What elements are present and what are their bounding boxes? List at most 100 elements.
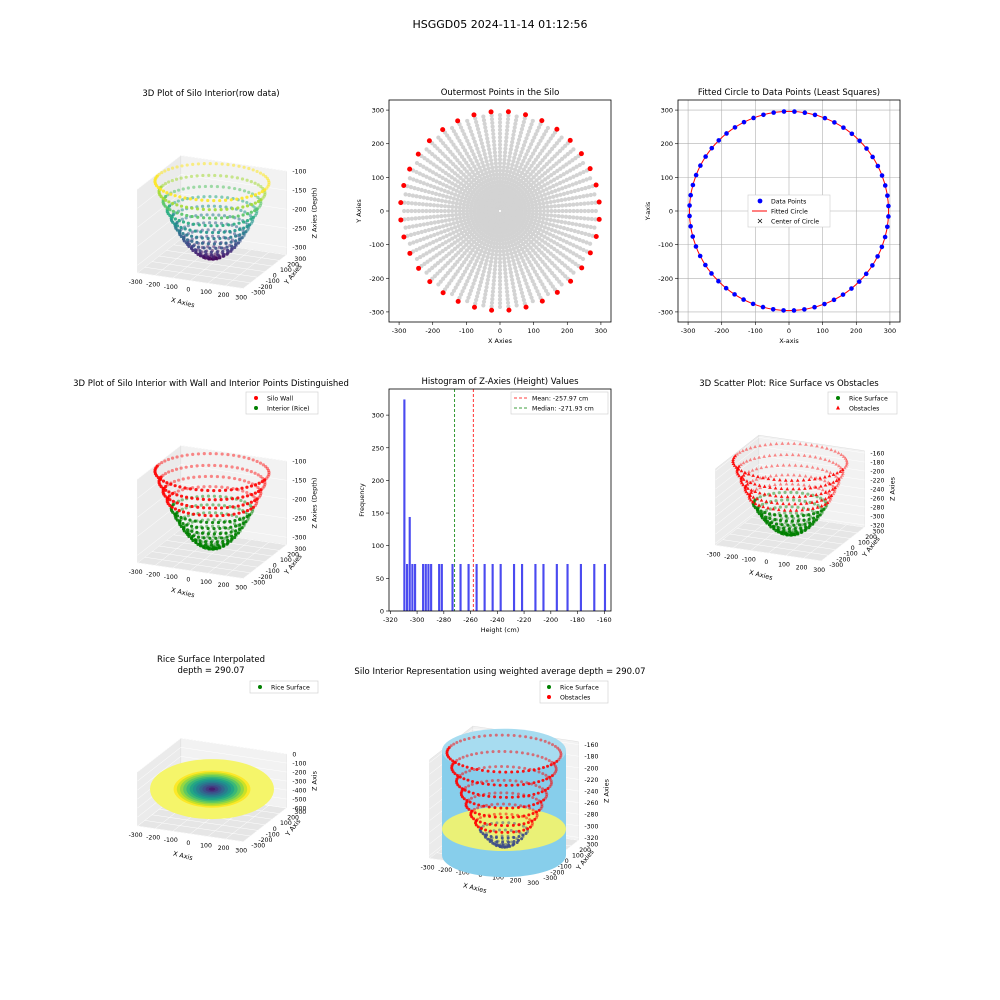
p2-ytick-label: 0 bbox=[380, 208, 384, 216]
p5-ytick-label: 100 bbox=[372, 542, 384, 550]
p2-grey-point bbox=[475, 123, 480, 128]
p2-grey-point bbox=[406, 216, 411, 222]
p4-wall-point bbox=[230, 497, 235, 501]
p2-grey-point bbox=[469, 148, 475, 154]
p2-grey-point bbox=[577, 237, 582, 243]
p6-xtick-label: 300 bbox=[813, 567, 825, 574]
p2-grey-point bbox=[464, 175, 469, 180]
p4-wall-point bbox=[207, 506, 212, 510]
p6-obstacle-point bbox=[731, 457, 735, 462]
p4-wall-point bbox=[225, 505, 229, 510]
p8-obstacle-point bbox=[523, 766, 527, 770]
p2-grey-point bbox=[488, 263, 493, 268]
p6-obstacle-point bbox=[828, 497, 833, 501]
p4-wall-point bbox=[185, 487, 190, 491]
p1-point bbox=[180, 208, 184, 212]
p2-grey-point bbox=[446, 173, 451, 178]
p6-grid bbox=[715, 509, 759, 544]
p8-obstacle-point bbox=[496, 802, 500, 806]
p5-frame bbox=[388, 388, 612, 612]
p8-obstacle-point bbox=[490, 803, 494, 807]
p2-grey-point bbox=[483, 155, 488, 160]
p2-grey-point bbox=[492, 274, 497, 280]
p1-title: 3D Plot of Silo Interior(row data) bbox=[142, 89, 279, 99]
p2-grey-point bbox=[431, 177, 436, 182]
p4-grid bbox=[137, 445, 181, 480]
p1-point bbox=[175, 224, 180, 228]
p8-obstacle-point bbox=[461, 772, 465, 776]
p2-grey-point bbox=[516, 141, 521, 146]
p8-obstacle-point bbox=[472, 817, 476, 821]
p4-interior-point bbox=[203, 540, 208, 544]
p1-point bbox=[261, 173, 265, 177]
p6-legend-marker-obstacles bbox=[836, 405, 840, 410]
p1-point bbox=[196, 195, 200, 199]
p2-grey-point bbox=[528, 125, 533, 130]
p2-outer-point bbox=[471, 112, 477, 118]
p2-grey-point bbox=[540, 197, 545, 202]
p2-grey-point bbox=[484, 258, 489, 263]
p6-obstacle-point bbox=[819, 498, 824, 502]
p2-outer-point bbox=[596, 216, 602, 222]
p2-grey-point bbox=[536, 275, 541, 281]
p2-grey-point bbox=[432, 143, 437, 148]
p6-rice-point bbox=[807, 517, 811, 521]
p2-grey-point bbox=[421, 173, 426, 178]
p2-grey-point bbox=[480, 160, 485, 165]
p4-wall-point bbox=[242, 455, 246, 459]
p3-data-point bbox=[841, 125, 846, 130]
p1-point bbox=[189, 174, 194, 179]
p2-grey-point bbox=[574, 181, 579, 186]
p1-point bbox=[213, 216, 218, 220]
p6-rice-point bbox=[786, 498, 790, 502]
p2-grey-point bbox=[505, 297, 510, 302]
p3-data-point bbox=[822, 301, 827, 307]
p2-grey-point bbox=[459, 154, 465, 159]
p2-grey-point bbox=[571, 202, 576, 207]
p2-grey-point bbox=[570, 158, 575, 163]
p8-obstacle-point bbox=[478, 820, 482, 824]
p6-obstacle-point bbox=[844, 458, 849, 462]
p2-grey-point bbox=[468, 129, 474, 134]
p2-grey-point bbox=[527, 272, 532, 277]
p6-obstacle-point bbox=[825, 500, 830, 505]
p2-grey-point bbox=[538, 208, 543, 214]
p2-grey-point bbox=[464, 180, 469, 185]
p4-interior-point bbox=[190, 520, 194, 524]
p6-obstacle-point bbox=[838, 469, 843, 473]
p2-grey-point bbox=[445, 156, 451, 162]
p2-grey-point bbox=[459, 222, 465, 227]
p2-grey-point bbox=[535, 128, 540, 133]
p2-panel: Outermost Points in the Silo-300 -200 -100… bbox=[355, 88, 612, 345]
p6-obstacle-point bbox=[764, 464, 769, 469]
p6-grid bbox=[758, 511, 865, 528]
p2-grey-point bbox=[493, 161, 498, 166]
p4-wall-point bbox=[170, 505, 174, 509]
p2-grey-point bbox=[430, 227, 435, 232]
p4-interior-point bbox=[222, 504, 227, 508]
p2-grey-point bbox=[560, 203, 565, 208]
p2-grey-point bbox=[504, 131, 509, 137]
p8-obstacle-point bbox=[483, 734, 487, 738]
p8-rice-point bbox=[506, 836, 510, 840]
p2-grey-point bbox=[544, 217, 550, 222]
p8-rice-point bbox=[507, 821, 511, 825]
p2-grey-point bbox=[437, 173, 442, 179]
p1-point bbox=[251, 168, 255, 172]
p4-ztick-label: -200 bbox=[292, 497, 306, 504]
p8-obstacle-point bbox=[455, 773, 459, 777]
p2-grey-point bbox=[424, 208, 429, 214]
p3-data-point bbox=[849, 131, 855, 137]
p1-point bbox=[226, 248, 230, 253]
p4-xtick-label: 300 bbox=[235, 584, 247, 591]
p6-obstacle-point bbox=[819, 504, 824, 508]
p4-grid bbox=[180, 521, 287, 538]
p2-grey-point bbox=[468, 145, 473, 150]
p6-obstacle-point bbox=[831, 460, 835, 464]
p5-legend-label: Median: -271.93 cm bbox=[532, 406, 594, 413]
p4-wall-point bbox=[220, 452, 224, 456]
p2-grey-point bbox=[564, 170, 570, 175]
p2-grey-point bbox=[424, 243, 429, 248]
p2-ytick-label: 300 bbox=[372, 107, 384, 115]
p8-legend-label: Obstacles bbox=[560, 695, 590, 702]
